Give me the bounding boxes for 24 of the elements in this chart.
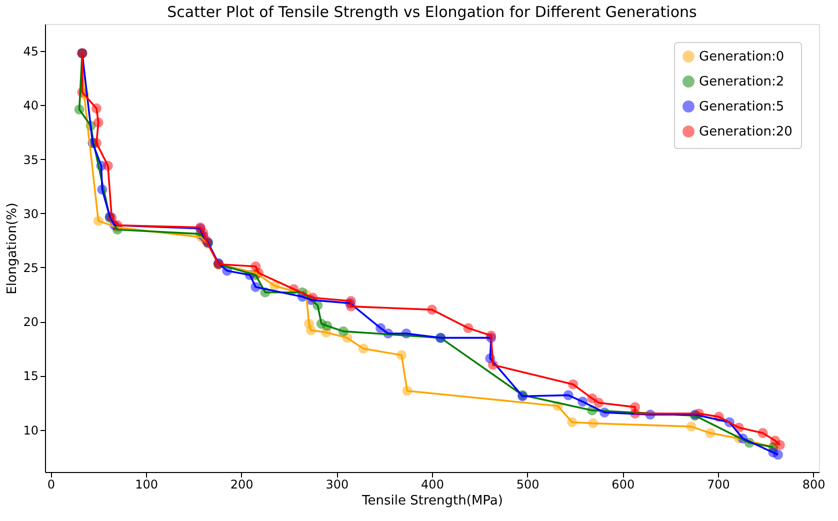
legend-label: Generation:0 <box>699 50 784 64</box>
y-tick-label: 25 <box>23 260 38 275</box>
legend-label: Generation:5 <box>699 100 784 114</box>
x-tick-label: 400 <box>421 478 444 492</box>
x-tick-label: 600 <box>612 478 635 492</box>
y-tick-label: 20 <box>23 315 38 330</box>
x-tick-label: 100 <box>135 478 158 492</box>
legend-label: Generation:2 <box>699 74 784 90</box>
x-tick-label: 700 <box>707 478 730 492</box>
y-tick-label: 35 <box>23 152 38 167</box>
x-tick-label: 300 <box>326 478 349 492</box>
y-tick-label: 10 <box>23 423 38 438</box>
x-tick-label: 200 <box>230 478 254 492</box>
legend-label: Generation:20 <box>699 124 792 140</box>
chart-title: Scatter Plot of Tensile Strength vs Elongation for Different Generations <box>167 3 698 21</box>
y-tick-label: 40 <box>23 98 38 113</box>
x-axis-title: Tensile Strength(MPa) <box>361 494 503 508</box>
y-tick-label: 45 <box>23 44 38 59</box>
x-tick-label: 0 <box>47 478 56 492</box>
x-tick-label: 500 <box>516 478 540 492</box>
y-axis-title: Elongation(%) <box>5 202 20 294</box>
y-tick-label: 30 <box>23 206 38 221</box>
y-tick-label: 15 <box>23 369 38 384</box>
x-tick-label: 800 <box>802 478 826 492</box>
